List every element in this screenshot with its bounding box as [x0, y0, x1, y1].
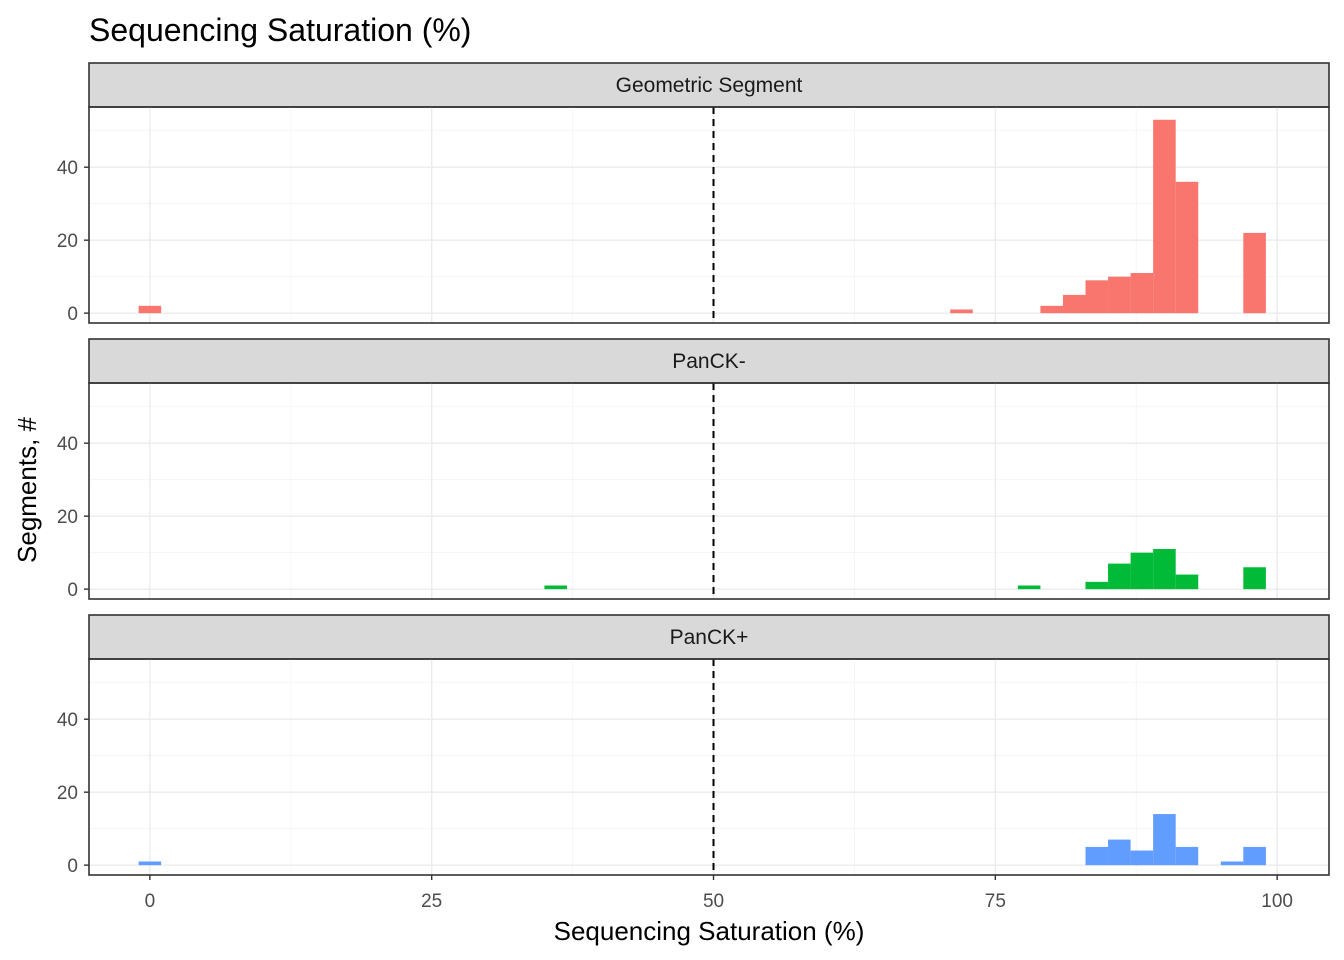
histogram-bar [138, 305, 162, 314]
histogram-bar [1153, 814, 1176, 866]
histogram-bar [1130, 273, 1154, 314]
histogram-bar [1175, 846, 1199, 866]
facet-strip [88, 614, 1330, 660]
histogram-bar [1017, 585, 1041, 590]
y-tick-label: 40 [57, 710, 78, 731]
facet-0: Geometric Segment 0 20 40 [57, 62, 1330, 325]
histogram-bar [1243, 232, 1266, 314]
histogram-bar [1085, 581, 1109, 590]
histogram-bar [1085, 280, 1109, 314]
panel-border [88, 106, 1330, 324]
y-tick-label: 0 [67, 580, 78, 601]
panel-border [88, 658, 1330, 876]
y-tick-label: 20 [57, 783, 78, 804]
histogram-bar [950, 309, 973, 314]
panel-border [88, 382, 1330, 600]
histogram-bar [1130, 552, 1154, 590]
histogram-bar [1130, 850, 1154, 866]
facet-2: PanCK+ 0 20 40 0 25 50 75 100 [57, 614, 1330, 912]
chart-title: Sequencing Saturation (%) [89, 12, 471, 48]
x-tick-label: 75 [985, 891, 1006, 912]
histogram-bar [1108, 563, 1131, 590]
histogram-bar [1108, 276, 1131, 314]
y-tick-label: 40 [57, 158, 78, 179]
histogram-bar [1153, 549, 1176, 590]
x-tick-label: 0 [145, 891, 156, 912]
x-tick-label: 100 [1261, 891, 1293, 912]
facet-1: PanCK- 0 20 40 [57, 338, 1330, 601]
facet-strip-label: PanCK+ [670, 626, 749, 649]
y-tick-label: 40 [57, 434, 78, 455]
y-axis-title: Segments, # [12, 416, 42, 563]
histogram-bar [544, 585, 567, 590]
facet-strip [88, 62, 1330, 108]
y-tick-label: 0 [67, 856, 78, 877]
histogram-bar [1040, 305, 1063, 314]
y-tick-label: 20 [57, 231, 78, 252]
facet-strip-label: Geometric Segment [616, 74, 803, 97]
facet-strip-label: PanCK- [672, 350, 746, 373]
y-tick-label: 20 [57, 507, 78, 528]
histogram-bar [1062, 294, 1086, 314]
histogram-bar [1243, 846, 1266, 866]
histogram-bar [1153, 119, 1176, 314]
histogram-bar [1243, 567, 1266, 590]
histogram-bar [1175, 574, 1199, 590]
histogram-bar [138, 861, 162, 866]
histogram-bar [1108, 839, 1131, 866]
x-tick-label: 50 [703, 891, 724, 912]
histogram-bar [1220, 861, 1244, 866]
facets-layer: Geometric Segment 0 20 40 PanCK- 0 20 40 PanCK+ 0… [57, 62, 1330, 912]
y-tick-label: 0 [67, 304, 78, 325]
x-axis-title: Sequencing Saturation (%) [554, 916, 865, 946]
histogram-bar [1085, 846, 1109, 866]
histogram-bar [1175, 181, 1199, 314]
x-tick-label: 25 [421, 891, 442, 912]
